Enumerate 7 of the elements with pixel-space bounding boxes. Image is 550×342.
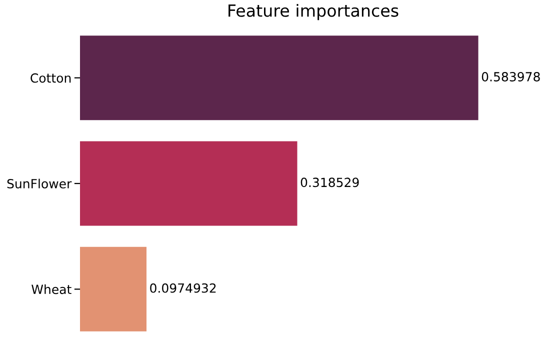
y-tick-label: SunFlower [7,178,72,188]
y-tick-label: Wheat [32,284,72,294]
data-label: 0.318529 [300,178,359,188]
data-label: 0.583978 [482,72,540,82]
data-label: 0.0974932 [150,283,216,293]
chart-title: Feature importances [228,4,398,20]
y-tick-label: Cotton [30,73,71,83]
